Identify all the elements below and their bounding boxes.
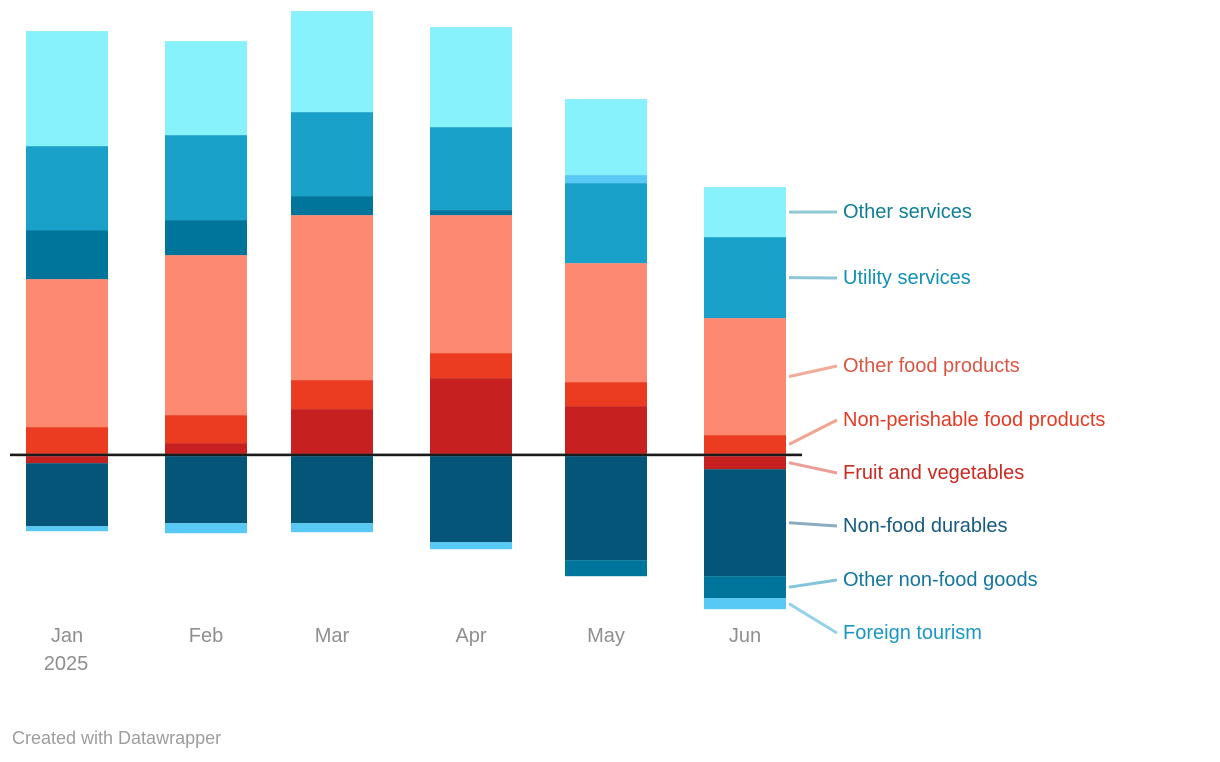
bar-segment-other_food_products-may[interactable] bbox=[565, 263, 647, 383]
legend-label-other-services: Other services bbox=[843, 201, 972, 223]
legend-label-non-perishable-food-products: Non-perishable food products bbox=[843, 409, 1106, 431]
legend-label-fruit-and-vegetables: Fruit and vegetables bbox=[843, 462, 1025, 484]
bar-segment-non_perishable_food_products-jun[interactable] bbox=[704, 435, 786, 454]
bar-segment-non_perishable_food_products-jan[interactable] bbox=[26, 427, 108, 454]
bar-segment-fruit_and_vegetables-jun[interactable] bbox=[704, 456, 786, 470]
bar-segment-other_food_products-apr[interactable] bbox=[430, 215, 512, 354]
bar-segment-other_non_food_goods-mar[interactable] bbox=[291, 196, 373, 216]
bar-segment-non_perishable_food_products-may[interactable] bbox=[565, 382, 647, 407]
bar-segment-other_services-mar[interactable] bbox=[291, 11, 373, 113]
bar-segment-other_services-jan[interactable] bbox=[26, 31, 108, 147]
bar-segment-fruit_and_vegetables-feb[interactable] bbox=[165, 443, 247, 454]
bar-segment-foreign_tourism-may[interactable] bbox=[565, 175, 647, 184]
bar-segment-foreign_tourism-jan[interactable] bbox=[26, 526, 108, 532]
bar-segment-foreign_tourism-apr[interactable] bbox=[430, 542, 512, 550]
legend-label-utility-services: Utility services bbox=[843, 267, 971, 289]
legend-connector-other-food-products bbox=[788, 364, 838, 379]
legend-connector-non-food-durables bbox=[788, 521, 838, 528]
x-tick-feb: Feb bbox=[188, 625, 224, 647]
legend-label-other-food-products: Other food products bbox=[843, 355, 1020, 377]
bar-segment-foreign_tourism-jun[interactable] bbox=[704, 598, 786, 610]
x-tick-apr: Apr bbox=[455, 625, 487, 647]
bar-segment-fruit_and_vegetables-mar[interactable] bbox=[291, 409, 373, 454]
bar-segment-other_non_food_goods-may[interactable] bbox=[565, 560, 647, 577]
bar-segment-other_non_food_goods-jun[interactable] bbox=[704, 576, 786, 599]
legend-connector-other-non-food-goods bbox=[788, 578, 838, 589]
legend-label-non-food-durables: Non-food durables bbox=[843, 515, 1008, 537]
bar-segment-other_non_food_goods-apr[interactable] bbox=[430, 210, 512, 216]
bar-segment-non_perishable_food_products-apr[interactable] bbox=[430, 353, 512, 379]
bar-segment-non_food_durables-apr[interactable] bbox=[430, 456, 512, 543]
bar-segment-fruit_and_vegetables-may[interactable] bbox=[565, 406, 647, 454]
bar-segment-other_food_products-mar[interactable] bbox=[291, 215, 373, 381]
x-tick-mar: Mar bbox=[314, 625, 350, 647]
x-tick-jun: Jun bbox=[728, 625, 762, 647]
bar-segment-utility_services-feb[interactable] bbox=[165, 135, 247, 221]
bar-segment-utility_services-jan[interactable] bbox=[26, 146, 108, 231]
bar-segment-other_services-apr[interactable] bbox=[430, 27, 512, 128]
bar-segment-non_food_durables-feb[interactable] bbox=[165, 456, 247, 524]
x-tick-jan-year: 2025 bbox=[43, 653, 89, 675]
bar-segment-fruit_and_vegetables-jan[interactable] bbox=[26, 456, 108, 464]
x-tick-may: May bbox=[587, 625, 625, 647]
legend-label-foreign-tourism: Foreign tourism bbox=[843, 622, 982, 644]
bar-segment-non_food_durables-may[interactable] bbox=[565, 456, 647, 561]
bar-segment-other_services-feb[interactable] bbox=[165, 41, 247, 136]
bar-segment-non_perishable_food_products-feb[interactable] bbox=[165, 415, 247, 444]
bar-segment-utility_services-mar[interactable] bbox=[291, 112, 373, 197]
bar-segment-other_food_products-feb[interactable] bbox=[165, 255, 247, 416]
bar-segment-non_food_durables-jan[interactable] bbox=[26, 463, 108, 527]
legend-connector-foreign-tourism bbox=[788, 602, 838, 635]
bar-segment-utility_services-apr[interactable] bbox=[430, 127, 512, 211]
legend-label-other-non-food-goods: Other non-food goods bbox=[843, 569, 1038, 591]
bar-segment-other_food_products-jan[interactable] bbox=[26, 279, 108, 428]
x-tick-jan: Jan bbox=[50, 625, 84, 647]
bar-segment-utility_services-may[interactable] bbox=[565, 183, 647, 264]
bar-segment-non_food_durables-mar[interactable] bbox=[291, 456, 373, 524]
bar-segment-fruit_and_vegetables-apr[interactable] bbox=[430, 378, 512, 454]
legend-connector-non-perishable-food-products bbox=[788, 418, 838, 446]
bar-segment-foreign_tourism-feb[interactable] bbox=[165, 523, 247, 534]
bar-segment-other_food_products-jun[interactable] bbox=[704, 318, 786, 436]
zero-baseline bbox=[10, 453, 802, 457]
bar-segment-other_services-may[interactable] bbox=[565, 99, 647, 176]
legend-connector-fruit-and-vegetables bbox=[788, 461, 838, 475]
bar-segment-non_perishable_food_products-mar[interactable] bbox=[291, 380, 373, 410]
bar-segment-foreign_tourism-mar[interactable] bbox=[291, 523, 373, 533]
datawrapper-attribution-link[interactable]: Created with Datawrapper bbox=[12, 728, 222, 748]
bar-segment-utility_services-jun[interactable] bbox=[704, 237, 786, 319]
bar-segment-other_non_food_goods-jan[interactable] bbox=[26, 230, 108, 280]
bar-segment-other_services-jun[interactable] bbox=[704, 187, 786, 238]
bar-segment-non_food_durables-jun[interactable] bbox=[704, 469, 786, 577]
bar-segment-other_non_food_goods-feb[interactable] bbox=[165, 220, 247, 256]
